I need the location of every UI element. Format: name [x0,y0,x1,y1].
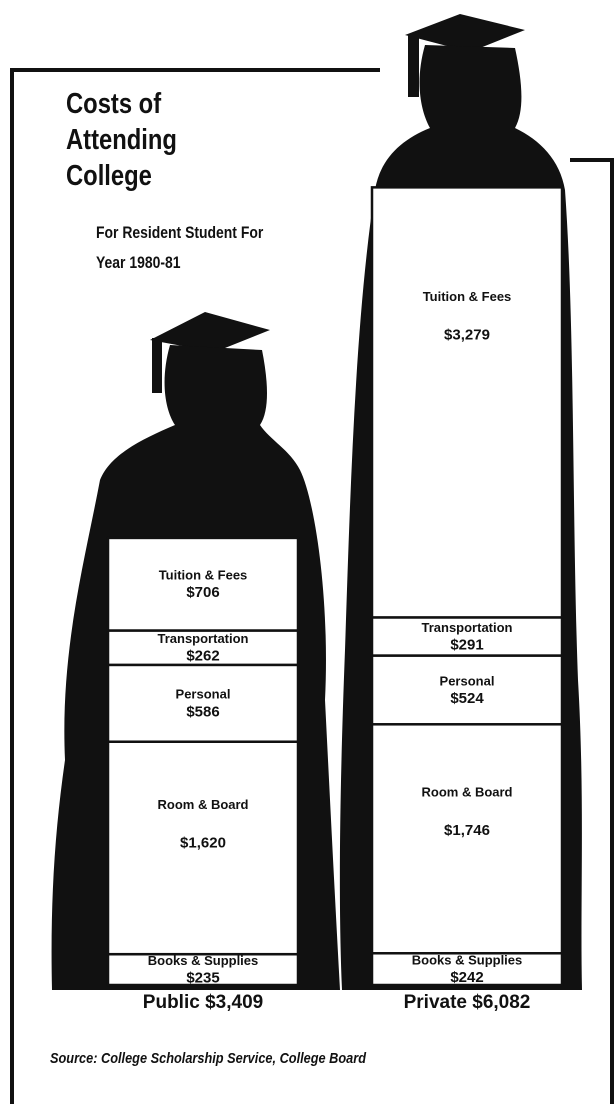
value-label: $706 [186,584,219,601]
x-tick-label: Public $3,409 [143,992,263,1013]
value-label: $1,620 [180,834,226,851]
segment-label: Tuition & Fees [159,568,248,583]
chart-subtitle: For Resident Student For Year 1980-81 [96,218,285,278]
chart-title: Costs of Attending College [66,86,263,194]
source-note: Source: College Scholarship Service, Col… [50,1050,366,1067]
segment-label: Transportation [421,620,512,635]
value-label: $242 [450,969,483,986]
value-label: $262 [186,648,219,665]
segment-label: Room & Board [158,797,249,812]
segment-label: Books & Supplies [412,953,523,968]
value-label: $524 [450,690,484,707]
segment-label: Personal [176,687,231,702]
bar-segment [372,187,562,617]
segment-label: Tuition & Fees [423,289,512,304]
value-label: $291 [450,636,483,653]
segment-label: Transportation [157,631,248,646]
value-label: $1,746 [444,822,490,839]
segment-label: Personal [440,673,495,688]
page: Books & Supplies $235 Room & Board $1,620 Pe… [0,0,616,1104]
segment-label: Room & Board [422,784,513,799]
value-label: $3,279 [444,326,490,343]
value-label: $235 [186,970,219,987]
x-tick-label: Private $6,082 [404,992,531,1013]
value-label: $586 [186,703,219,720]
